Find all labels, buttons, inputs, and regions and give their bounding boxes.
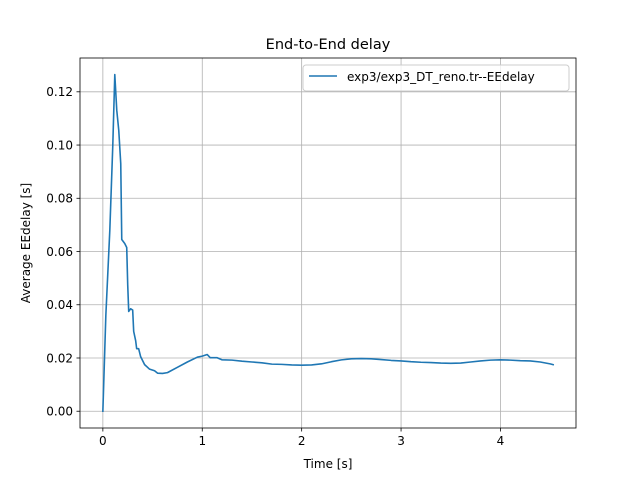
- y-tick-label-0: 0.00: [46, 405, 73, 419]
- x-tick-label-1: 1: [198, 434, 206, 448]
- legend-box: [302, 64, 570, 92]
- legend-series-label: exp3/exp3_DT_reno.tr--EEdelay: [347, 70, 535, 84]
- y-tick-label-6: 0.12: [46, 85, 73, 99]
- x-axis-label: Time [s]: [303, 457, 353, 471]
- series-line-0: [102, 73, 555, 413]
- y-tick-label-2: 0.04: [46, 298, 73, 312]
- chart-title: End-to-End delay: [266, 37, 391, 53]
- x-tick-label-0: 0: [99, 434, 107, 448]
- y-tick-label-3: 0.06: [46, 245, 73, 259]
- tick-layer: 0 1 2 3 4 0.00 0.02 0.04 0.06 0.08 0.10 0.12: [46, 85, 504, 448]
- grid-layer: [80, 58, 576, 428]
- y-tick-label-1: 0.02: [46, 351, 73, 365]
- legend: exp3/exp3_DT_reno.tr--EEdelay: [302, 64, 570, 92]
- series-layer: [102, 73, 555, 413]
- y-tick-label-5: 0.10: [46, 138, 73, 152]
- x-tick-label-3: 3: [397, 434, 405, 448]
- x-tick-label-4: 4: [497, 434, 505, 448]
- plot-frame: [79, 57, 577, 429]
- y-axis-label: Average EEdelay [s]: [19, 183, 33, 303]
- y-tick-label-4: 0.08: [46, 192, 73, 206]
- x-tick-label-2: 2: [298, 434, 306, 448]
